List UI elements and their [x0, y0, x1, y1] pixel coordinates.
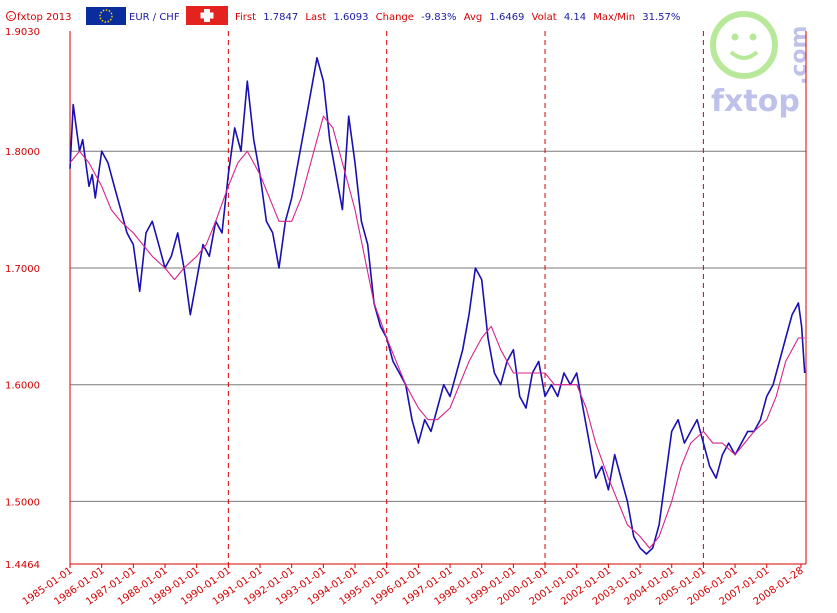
series-average-line: [69, 115, 805, 549]
y-tick-label: 1.5000: [5, 497, 40, 508]
maxmin-label: Max/Min: [593, 12, 635, 23]
change-label: Change: [376, 12, 414, 23]
logo-suffix: .com: [787, 26, 812, 85]
y-tick-label: 1.6000: [5, 381, 40, 392]
svg-text:First 1.7847 Last: First 1.7847 Last 1.6093 Change -9.83% A…: [235, 12, 680, 23]
eu-flag-icon: [86, 7, 126, 25]
first-label: First: [235, 12, 256, 23]
plot-area: 1.90301.80001.70001.60001.50001.44641985…: [5, 27, 807, 608]
maxmin-value: 31.57%: [642, 12, 680, 23]
y-tick-label: 1.7000: [5, 264, 40, 275]
y-tick-label: 1.8000: [5, 147, 40, 158]
chart-header: c fxtop 2013 EUR / CHF First 1.7847 Last…: [6, 6, 680, 25]
swiss-flag-icon: [186, 6, 228, 25]
volat-label: Volat: [532, 12, 557, 23]
y-tick-label: 1.4464: [5, 560, 40, 571]
copyright-text: fxtop 2013: [17, 12, 71, 23]
copyright-icon: [6, 11, 16, 21]
logo-text: fxtop: [711, 84, 800, 119]
series-price-line: [69, 57, 806, 555]
svg-text:c: c: [9, 13, 13, 21]
last-value: 1.6093: [333, 12, 368, 23]
avg-value: 1.6469: [489, 12, 524, 23]
avg-label: Avg: [464, 12, 483, 23]
change-value: -9.83%: [421, 12, 456, 23]
last-label: Last: [305, 12, 326, 23]
volat-value: 4.14: [564, 12, 586, 23]
currency-pair: EUR / CHF: [129, 12, 180, 23]
smiley-icon: [710, 11, 778, 79]
first-value: 1.7847: [263, 12, 298, 23]
fxtop-logo: fxtop .com: [710, 11, 812, 119]
y-tick-label: 1.9030: [5, 27, 40, 38]
